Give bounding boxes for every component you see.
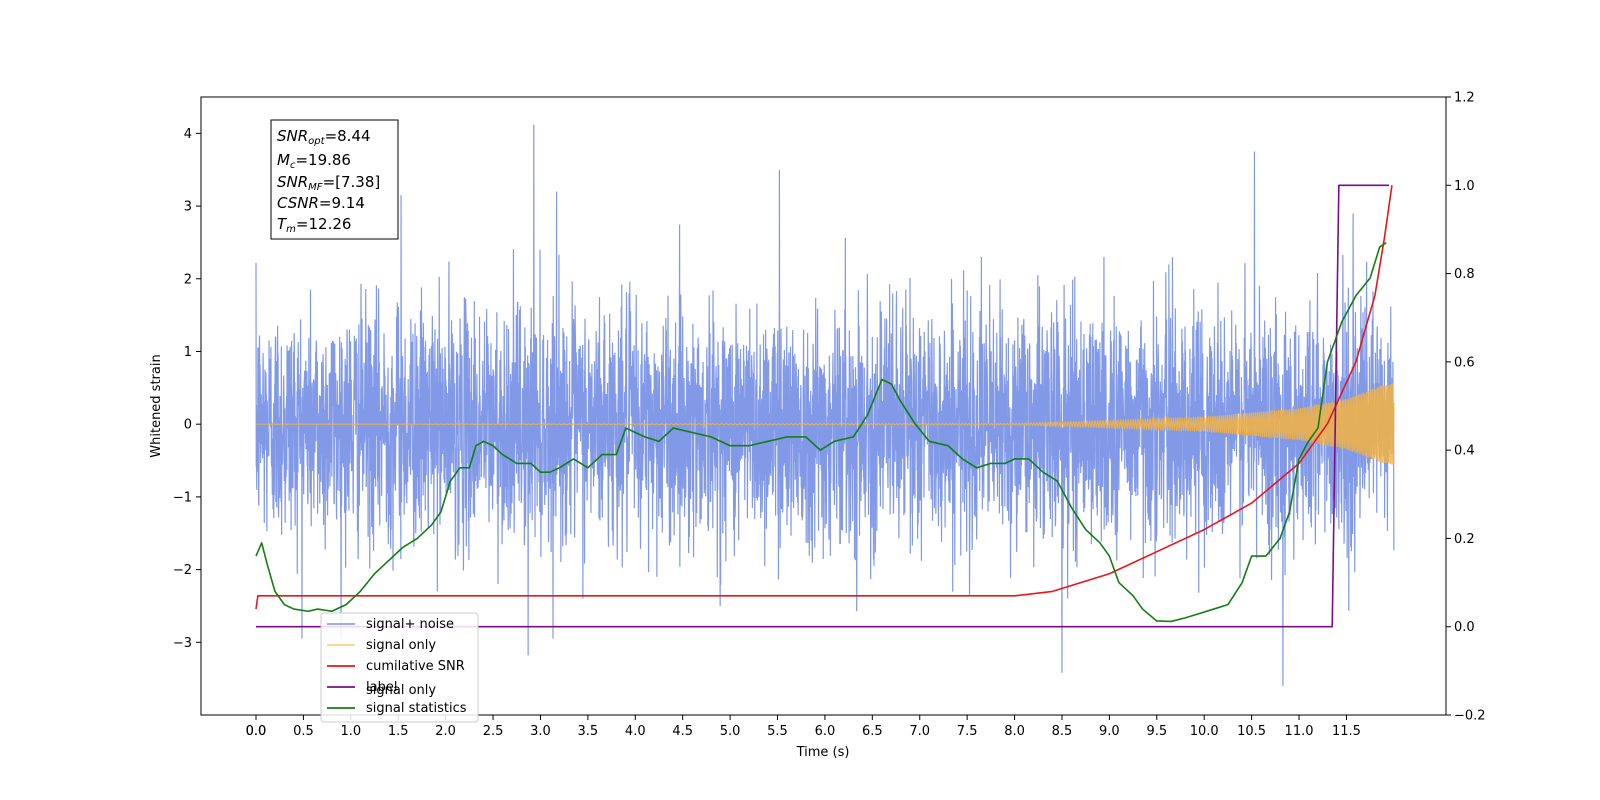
annotation-frame: [270, 119, 399, 240]
legend-entry-signal-statistics: signal statistics: [327, 701, 467, 716]
annotation-line: SNRMF=[7.38]: [277, 173, 380, 193]
metrics-annotation: SNRopt=8.44 Mc=19.86SNRMF=[7.38]CSNR=9.14…: [270, 119, 399, 240]
left-y-tick-label: 3: [184, 200, 192, 215]
x-tick-label: 3.5: [578, 724, 599, 739]
x-tick-label: 9.5: [1146, 724, 1167, 739]
x-tick-label: 11.0: [1285, 724, 1314, 739]
x-tick-label: 5.0: [720, 724, 741, 739]
legend-label: label: [366, 680, 397, 695]
annotation-line: CSNR=9.14: [277, 194, 365, 212]
series-signal-only-line: [256, 383, 1395, 466]
x-tick-label: 0.0: [246, 724, 267, 739]
right-y-tick-label: 0.8: [1454, 267, 1475, 282]
x-tick-label: 6.5: [862, 724, 883, 739]
x-tick-label: 7.5: [957, 724, 978, 739]
right-y-tick-label: 1.2: [1454, 91, 1475, 106]
x-tick-label: 1.5: [388, 724, 409, 739]
series-label-line: [256, 184, 1390, 628]
x-tick-label: 8.0: [1004, 724, 1025, 739]
legend-frame: [320, 612, 479, 723]
left-y-tick-label: −1: [173, 490, 192, 505]
left-y-tick-label: −3: [173, 636, 192, 651]
right-y-tick-label: −0.2: [1454, 709, 1486, 724]
right-y-tick-label: 1.0: [1454, 179, 1475, 194]
x-tick-label: 0.0: [246, 724, 267, 739]
x-axis-label: Time (s): [796, 745, 850, 760]
legend-label: signal statistics: [366, 701, 467, 716]
left-y-tick-label: 4: [184, 127, 192, 142]
x-tick-label: 1.0: [340, 724, 361, 739]
left-y-tick-label: 2: [184, 272, 192, 287]
x-tick-label: 4.0: [625, 724, 646, 739]
x-tick-label: 9.0: [1099, 724, 1120, 739]
legend-hidden-label: signal only: [366, 683, 436, 698]
right-y-tick-label: 0.6: [1454, 355, 1475, 370]
legend-entry-signal-noise: signal+ noise: [327, 617, 454, 632]
legend-entry-label: label: [327, 680, 397, 695]
legend-entry-signal-only: signal only: [327, 638, 436, 653]
right-y-tick-label: 0.2: [1454, 532, 1475, 547]
x-tick-label: 8.5: [1052, 724, 1073, 739]
left-y-tick-label: 0: [184, 418, 192, 433]
legend-label: signal only: [366, 638, 436, 653]
x-axis: 0.00.0 0.5 1.0 1.5 2.0 2.5 3.0 3.5 4.0 4.5 5.0 5.5 6…: [246, 715, 1361, 739]
series-signal-noise-line: [255, 124, 1395, 686]
x-tick-label: 6.0: [815, 724, 836, 739]
legend: signal only signal+ noise signal only cumi…: [320, 612, 479, 723]
annotation-line: Tm=12.26: [277, 215, 351, 235]
x-tick-label: 10.5: [1237, 724, 1266, 739]
left-y-tick-label: −2: [173, 563, 192, 578]
x-tick-label: 10.0: [1190, 724, 1219, 739]
legend-entry-cumulative-snr: cumilative SNR: [327, 659, 465, 674]
annotation-line: Mc=19.86: [277, 151, 351, 171]
series-layer: [255, 124, 1395, 686]
x-tick-label: 7.0: [909, 724, 930, 739]
x-tick-label: 0.5: [293, 724, 314, 739]
right-y-tick-label: 0.0: [1454, 620, 1475, 635]
legend-label: cumilative SNR: [366, 659, 465, 674]
legend-label: signal+ noise: [366, 617, 454, 632]
x-tick-label: 11.5: [1332, 724, 1361, 739]
left-y-axis: 4 3 2 1 0 −1 −2 −3: [173, 127, 201, 651]
x-tick-label: 4.5: [672, 724, 693, 739]
right-y-axis: 1.2 1.0 0.8 0.6 0.4 0.2 0.0 −0.2: [1446, 91, 1486, 724]
x-tick-label: 2.0: [435, 724, 456, 739]
series-cumulative-snr-line: [255, 185, 1393, 610]
left-y-tick-label: 1: [184, 345, 192, 360]
plot-frame: [200, 96, 1447, 716]
x-tick-label: 3.0: [530, 724, 551, 739]
x-tick-label: 2.5: [483, 724, 504, 739]
x-tick-label: 5.5: [767, 724, 788, 739]
annotation-line: SNRopt=8.44: [277, 127, 371, 147]
series-signal-statistics-line: [255, 242, 1387, 623]
y-axis-label: Whitened strain: [149, 354, 164, 457]
right-y-tick-label: 0.4: [1454, 444, 1475, 459]
